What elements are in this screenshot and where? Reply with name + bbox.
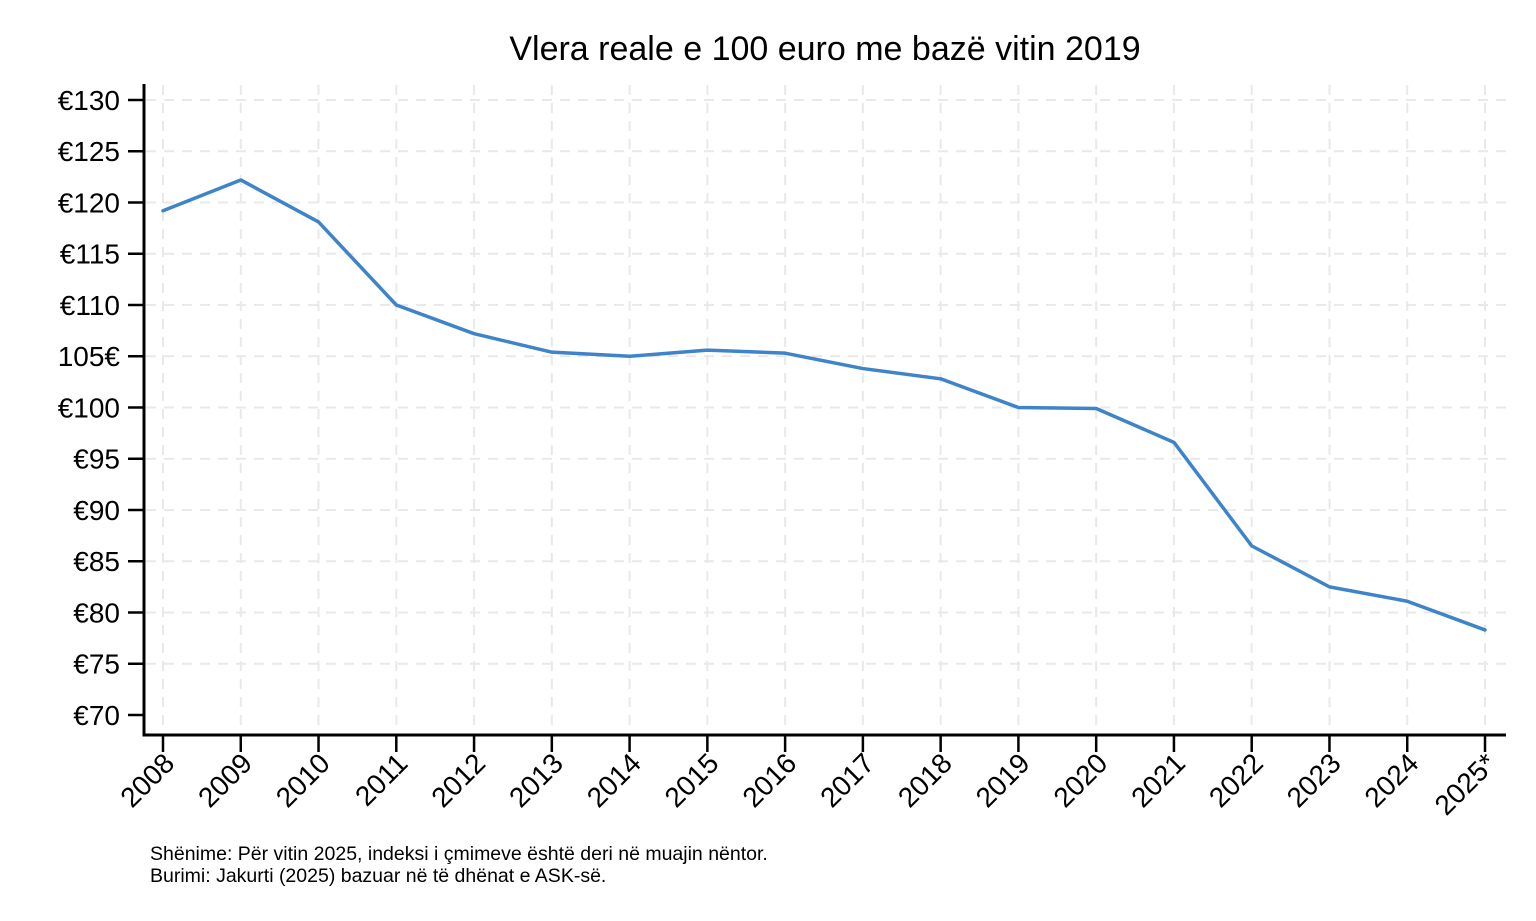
y-tick-label: €100 [58,392,120,423]
x-tick-label: 2020 [1047,747,1113,813]
x-tick-label: 2010 [270,747,336,813]
x-tick-label: 2008 [114,747,180,813]
y-tick-label: €80 [73,597,120,628]
x-tick-label: 2012 [425,747,491,813]
y-tick-label: €70 [73,700,120,731]
x-tick-label: 2021 [1125,747,1191,813]
y-tick-label: €90 [73,495,120,526]
y-tick-label: 105€ [58,341,121,372]
x-tick-label: 2016 [736,747,802,813]
y-tick-label: €95 [73,444,120,475]
x-tick-label: 2017 [814,747,880,813]
x-tick-label: 2018 [892,747,958,813]
chart-footnotes: Shënime: Për vitin 2025, indeksi i çmime… [150,843,768,887]
y-tick-label: €130 [58,85,120,116]
x-tick-label: 2013 [503,747,569,813]
x-tick-label: 2024 [1359,747,1425,813]
x-tick-label: 2023 [1281,747,1347,813]
y-tick-label: €110 [60,290,120,321]
y-tick-label: €75 [73,649,120,680]
chart-title: Vlera reale e 100 euro me bazë vitin 201… [509,30,1141,68]
footnote-source-line: Burimi: Jakurti (2025) bazuar në të dhën… [150,865,607,887]
data-line-real-value [161,178,1487,632]
x-tick-label: 2009 [192,747,258,813]
x-tick-label: 2014 [581,747,647,813]
y-tick-label: €125 [58,136,120,167]
x-tick-label: 2011 [349,747,414,812]
y-tick-label: €120 [58,187,120,218]
x-tick-label: 2022 [1203,747,1269,813]
y-tick-label: €85 [73,546,120,577]
x-tick-label: 2015 [659,747,725,813]
x-tick-label: 2025* [1429,747,1503,821]
x-tick-label: 2019 [970,747,1036,813]
y-tick-label: €115 [60,239,120,270]
footnote-notes-line: Shënime: Për vitin 2025, indeksi i çmime… [150,843,768,865]
